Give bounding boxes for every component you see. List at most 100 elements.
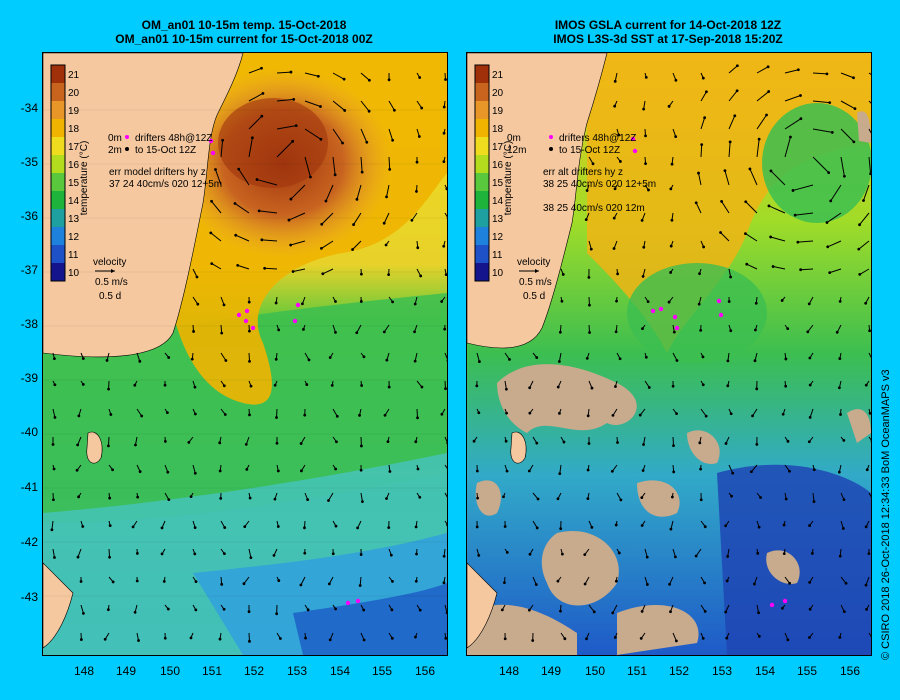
vector-head	[442, 131, 446, 135]
left-map-svg: temperature (°C) 21 20 19 18 17 16 15 14 13 12 11 1…	[43, 53, 447, 655]
current-vector	[386, 184, 390, 198]
vector-head	[641, 274, 645, 278]
vector-head	[418, 608, 422, 612]
vector-head	[305, 383, 309, 386]
vector-head	[106, 608, 110, 612]
current-vector	[360, 72, 370, 81]
vector-head	[534, 583, 538, 586]
vector-head	[806, 330, 810, 334]
current-vector	[360, 156, 363, 173]
vector-head	[842, 439, 846, 442]
vector-head	[218, 637, 222, 641]
vector-head	[391, 300, 394, 304]
vector-head	[320, 222, 324, 226]
current-vector	[264, 267, 278, 270]
vector-head	[812, 468, 816, 472]
x-tick-label: 153	[711, 664, 733, 678]
colorbar-tick-label: 18	[492, 124, 504, 135]
vector-head	[160, 552, 164, 556]
vector-head	[585, 637, 588, 641]
vector-head	[753, 359, 757, 363]
vector-head	[356, 526, 359, 530]
vector-head	[807, 440, 811, 444]
vector-head	[757, 611, 760, 615]
vector-head	[167, 356, 171, 359]
current-vector	[756, 66, 769, 74]
x-tick-label: 155	[371, 664, 393, 678]
current-vector	[77, 548, 82, 558]
vector-head	[862, 199, 865, 202]
vector-head	[292, 97, 296, 101]
vector-head	[869, 172, 871, 176]
vector-head	[79, 580, 83, 583]
vector-head	[416, 416, 419, 420]
vector-head	[641, 469, 645, 472]
vector-head	[645, 555, 649, 559]
vector-head	[719, 231, 722, 234]
vector-head	[306, 498, 310, 502]
current-vector	[700, 144, 703, 158]
current-vector	[192, 296, 199, 305]
vector-head	[591, 162, 595, 166]
vector-head	[276, 469, 280, 473]
current-vector	[52, 548, 55, 558]
vector-head	[583, 582, 587, 586]
colorbar-tick-label: 10	[68, 268, 80, 279]
vector-head	[440, 300, 444, 303]
vector-head	[756, 551, 760, 555]
vector-head	[864, 301, 868, 305]
vector-head	[81, 383, 85, 386]
right-velocity-key: velocity 0.5 m/s 0.5 d	[517, 257, 552, 302]
vector-head	[810, 551, 814, 555]
vector-head	[698, 441, 702, 445]
current-vector	[756, 91, 770, 102]
current-vector	[304, 128, 322, 140]
vector-head	[645, 583, 649, 586]
vector-head	[260, 238, 264, 242]
vector-head	[791, 189, 795, 192]
current-vector	[107, 436, 110, 446]
vector-head	[475, 384, 479, 388]
current-vector	[812, 492, 815, 502]
x-tick-label: 148	[498, 664, 520, 678]
vector-head	[699, 328, 703, 332]
vector-head	[167, 498, 171, 502]
vector-head	[391, 579, 394, 583]
vector-head	[589, 247, 593, 251]
vector-head	[789, 135, 792, 139]
vector-head	[838, 357, 842, 360]
current-vector	[332, 408, 338, 417]
vector-head	[865, 468, 869, 472]
vector-head	[590, 386, 594, 390]
x-tick-label: 153	[286, 664, 308, 678]
vector-head	[786, 439, 790, 443]
vector-head	[236, 263, 240, 267]
left-map-panel[interactable]: temperature (°C) 21 20 19 18 17 16 15 14 13 12 11 1…	[42, 52, 448, 656]
left-legend-line4: 37 24 40cm/s 020 12+5m	[109, 179, 222, 190]
vector-head	[864, 583, 868, 587]
vector-head	[671, 384, 675, 388]
current-vector	[192, 268, 198, 278]
vector-head	[330, 383, 334, 387]
vector-head	[585, 189, 589, 192]
vector-head	[613, 79, 617, 83]
vector-head	[294, 124, 298, 128]
vector-head	[730, 494, 733, 498]
vector-head	[782, 523, 786, 527]
vector-head	[333, 173, 337, 177]
vector-head	[218, 469, 222, 473]
vector-head	[699, 498, 703, 502]
current-vector	[304, 72, 319, 77]
vector-head	[324, 199, 328, 203]
current-vector	[290, 240, 306, 246]
current-vector	[261, 239, 278, 242]
current-vector	[444, 520, 447, 525]
vector-head	[108, 496, 112, 500]
vector-head	[735, 89, 739, 93]
vector-head	[52, 467, 56, 471]
vector-head	[320, 247, 323, 250]
right-map-panel[interactable]: temperature (°C) 21 20 19 18 17 16 15 14 13 12 11 1…	[466, 52, 872, 656]
vector-head	[558, 472, 562, 476]
vector-head	[414, 440, 418, 444]
vector-head	[244, 443, 248, 446]
